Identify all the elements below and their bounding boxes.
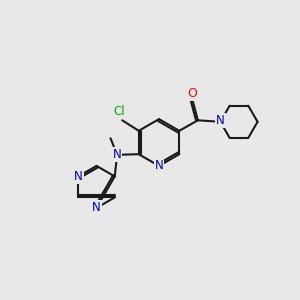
Text: N: N xyxy=(154,159,164,172)
Text: N: N xyxy=(74,170,83,183)
Text: O: O xyxy=(188,87,197,100)
Text: N: N xyxy=(113,148,122,161)
Text: Cl: Cl xyxy=(113,105,125,119)
Text: N: N xyxy=(216,114,225,127)
Text: N: N xyxy=(92,201,101,214)
